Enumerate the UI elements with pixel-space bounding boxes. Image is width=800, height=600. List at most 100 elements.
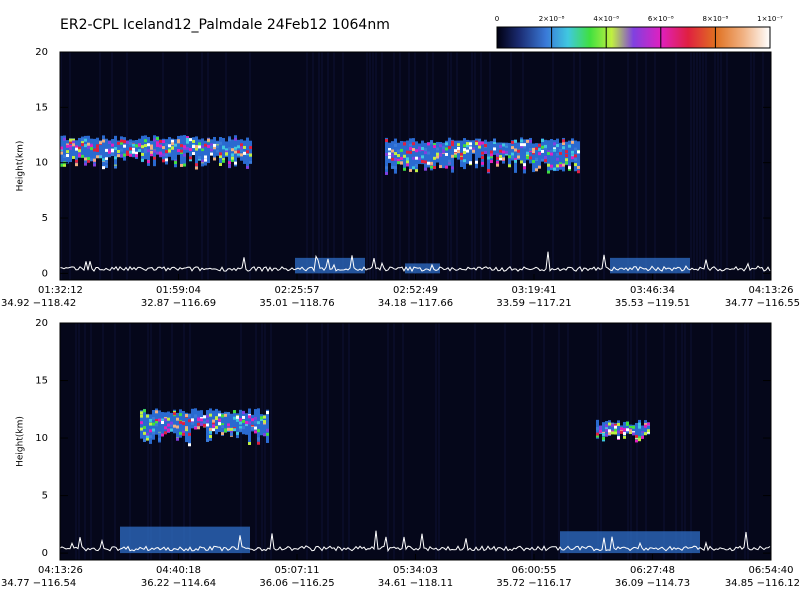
- texture: [321, 323, 323, 560]
- cloud: [596, 432, 599, 436]
- cloud: [231, 156, 234, 160]
- cloud: [117, 140, 120, 155]
- cloud: [394, 158, 397, 162]
- cloud: [212, 419, 215, 423]
- cloud: [263, 433, 266, 437]
- x-tick-position: 34.61 −118.11: [378, 578, 453, 589]
- cloud: [222, 158, 225, 162]
- cloud: [457, 146, 460, 150]
- cloud: [198, 145, 201, 149]
- cloud: [219, 163, 222, 167]
- cloud: [126, 140, 129, 156]
- cloud: [161, 420, 164, 424]
- cloud: [475, 138, 478, 169]
- cloud: [514, 139, 517, 173]
- x-tick-position: 34.77 −116.54: [1, 578, 76, 589]
- cloud: [608, 429, 611, 433]
- texture: [126, 52, 128, 280]
- texture: [654, 52, 656, 280]
- cloud: [623, 435, 626, 439]
- cloud: [204, 158, 207, 162]
- cloud: [105, 138, 108, 167]
- cloud: [394, 152, 397, 156]
- cloud: [246, 165, 249, 169]
- texture: [645, 52, 647, 280]
- cloud: [532, 150, 535, 154]
- x-tick-time: 04:13:26: [749, 285, 794, 296]
- cloud: [565, 154, 568, 158]
- texture: [114, 323, 116, 560]
- cloud: [228, 164, 231, 168]
- cloud: [257, 408, 260, 444]
- cloud: [638, 422, 641, 426]
- cloud: [535, 143, 538, 169]
- x-tick-position: 36.09 −114.73: [615, 578, 690, 589]
- cloud: [81, 154, 84, 158]
- cloud: [75, 145, 78, 149]
- cloud: [63, 137, 66, 141]
- cloud: [511, 152, 514, 156]
- cloud: [105, 148, 108, 152]
- cloud: [469, 140, 472, 163]
- cloud: [550, 164, 553, 168]
- cloud: [204, 155, 207, 159]
- cloud: [608, 422, 611, 426]
- cloud: [529, 156, 532, 160]
- cloud: [493, 140, 496, 144]
- texture: [597, 52, 599, 280]
- cloud: [523, 163, 526, 167]
- cloud: [608, 432, 611, 436]
- cloud: [626, 422, 629, 426]
- cloud: [562, 139, 565, 143]
- texture: [600, 323, 602, 560]
- cloud: [167, 428, 170, 432]
- texture: [690, 52, 692, 280]
- cloud: [149, 422, 152, 426]
- texture: [696, 52, 698, 280]
- texture: [435, 323, 437, 560]
- cloud: [478, 141, 481, 145]
- cloud: [626, 421, 629, 434]
- cloud: [490, 153, 493, 157]
- cloud: [424, 151, 427, 155]
- cloud: [216, 141, 219, 145]
- cloud: [647, 429, 650, 433]
- cloud: [571, 150, 574, 154]
- cloud: [212, 424, 215, 428]
- cloud: [120, 141, 123, 145]
- cloud: [499, 144, 502, 148]
- cloud: [478, 139, 481, 143]
- cloud: [60, 135, 63, 167]
- cloud: [129, 147, 132, 151]
- cloud: [388, 152, 391, 156]
- texture: [147, 323, 149, 560]
- cloud: [84, 144, 87, 148]
- cloud: [219, 155, 222, 159]
- cloud: [385, 166, 388, 170]
- cloud: [397, 158, 400, 162]
- cloud: [195, 145, 198, 149]
- cloud: [150, 144, 153, 148]
- cloud: [182, 432, 185, 436]
- cloud: [421, 146, 424, 150]
- cloud: [400, 156, 403, 160]
- cloud: [179, 420, 182, 424]
- cloud: [105, 164, 108, 168]
- cloud: [203, 415, 206, 419]
- cloud: [481, 161, 484, 165]
- cloud: [406, 160, 409, 164]
- cloud: [69, 144, 72, 148]
- y-tick-label: 5: [42, 491, 48, 502]
- texture: [531, 323, 533, 560]
- cloud: [162, 138, 165, 160]
- cloud: [233, 410, 236, 414]
- cloud: [174, 143, 177, 147]
- cloud: [167, 417, 170, 421]
- cloud: [538, 152, 541, 156]
- cloud: [219, 152, 222, 156]
- cloud: [427, 151, 430, 155]
- cloud: [147, 149, 150, 153]
- cloud: [541, 158, 544, 162]
- cloud: [553, 140, 556, 172]
- cloud: [170, 421, 173, 425]
